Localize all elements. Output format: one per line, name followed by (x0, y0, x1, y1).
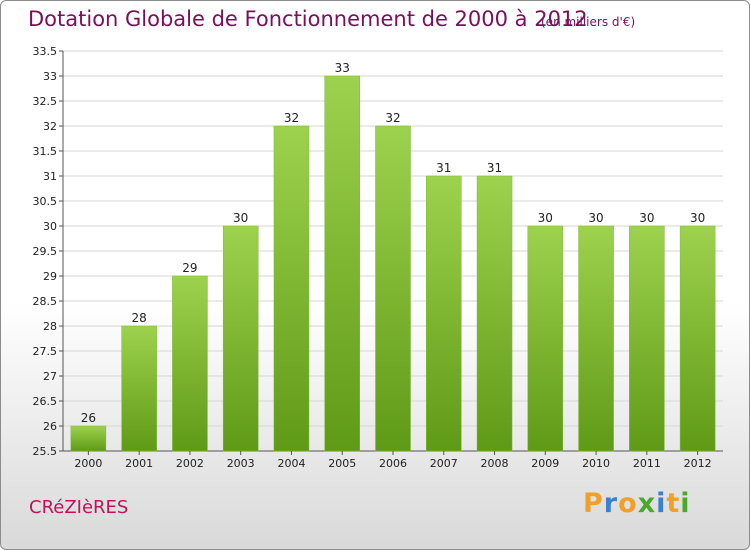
y-tick-label: 31 (43, 170, 57, 183)
y-tick-label: 28.5 (33, 295, 58, 308)
bar-2007 (426, 175, 462, 452)
y-tick-label: 32.5 (33, 95, 58, 108)
x-tick-label: 2005 (328, 457, 356, 470)
y-tick-label: 32 (43, 120, 57, 133)
bar-2002 (172, 275, 208, 452)
y-tick-label: 27 (43, 370, 57, 383)
chart-title: Dotation Globale de Fonctionnement de 20… (28, 7, 588, 31)
x-tick-label: 2009 (531, 457, 559, 470)
y-tick-label: 33 (43, 70, 57, 83)
bar-2006 (375, 125, 411, 452)
data-label: 32 (284, 111, 299, 125)
bar-2003 (222, 225, 259, 452)
data-label: 30 (690, 211, 705, 225)
y-tick-label: 27.5 (33, 345, 58, 358)
x-tick-label: 2011 (633, 457, 661, 470)
data-label: 30 (233, 211, 248, 225)
data-label: 33 (335, 61, 350, 75)
data-label: 30 (588, 211, 603, 225)
logo-letter: o (618, 488, 638, 519)
bar-2005 (324, 75, 360, 452)
y-tick-label: 31.5 (33, 145, 58, 158)
bar-2011 (629, 225, 665, 452)
data-label: 30 (639, 211, 654, 225)
logo-letter: x (637, 488, 657, 519)
y-tick-label: 26.5 (33, 395, 58, 408)
proxiti-logo: Proxiti (583, 488, 691, 519)
data-label: 26 (81, 411, 96, 425)
y-tick-label: 29.5 (33, 245, 58, 258)
y-tick-label: 30.5 (33, 195, 58, 208)
x-tick-label: 2001 (125, 457, 153, 470)
logo-letter: i (656, 488, 667, 519)
unit-note: (en milliers d'€) (541, 15, 636, 29)
data-label: 29 (182, 261, 197, 275)
data-label: 30 (538, 211, 553, 225)
x-tick-label: 2008 (481, 457, 509, 470)
x-tick-label: 2006 (379, 457, 407, 470)
data-labels: 26 28 29 30 32 33 32 31 31 30 30 30 30 (81, 61, 706, 425)
y-tick-label: 29 (43, 270, 57, 283)
x-tick-label: 2007 (430, 457, 458, 470)
x-tick-label: 2012 (684, 457, 712, 470)
logo-letter: r (603, 488, 619, 519)
commune-name: CRéZIèRES (29, 497, 129, 518)
y-tick-label: 25.5 (33, 445, 58, 458)
logo-letter: P (583, 488, 604, 519)
bar-2009 (527, 225, 564, 452)
x-tick-label: 2002 (176, 457, 204, 470)
bars (70, 75, 716, 452)
y-tick-labels: 25.5 26 26.5 27 27.5 28 28.5 29 29.5 30 30.5 31 31.5… (33, 45, 58, 458)
bar-2001 (121, 325, 157, 452)
y-tick-label: 33.5 (33, 45, 58, 58)
logo-letter: t (666, 488, 681, 519)
data-label: 31 (436, 161, 451, 175)
x-tick-labels: 2000 2001 2002 2003 2004 2005 2006 2007 2008 2009… (74, 451, 712, 470)
bar-2012 (679, 225, 716, 452)
data-label: 28 (132, 311, 147, 325)
data-label: 31 (487, 161, 502, 175)
x-tick-label: 2010 (582, 457, 610, 470)
x-tick-label: 2000 (74, 457, 102, 470)
x-tick-label: 2004 (277, 457, 305, 470)
bar-2010 (578, 225, 614, 452)
bar-2004 (273, 125, 310, 452)
bar-2000 (70, 425, 107, 452)
x-tick-label: 2003 (227, 457, 255, 470)
data-label: 32 (385, 111, 400, 125)
y-tick-label: 26 (43, 420, 57, 433)
y-tick-label: 28 (43, 320, 57, 333)
bar-chart: 25.5 26 26.5 27 27.5 28 28.5 29 29.5 30 30.5 31 31.5… (33, 45, 723, 470)
logo-letter: i (680, 488, 691, 519)
y-tick-label: 30 (43, 220, 57, 233)
bar-2008 (476, 175, 513, 452)
